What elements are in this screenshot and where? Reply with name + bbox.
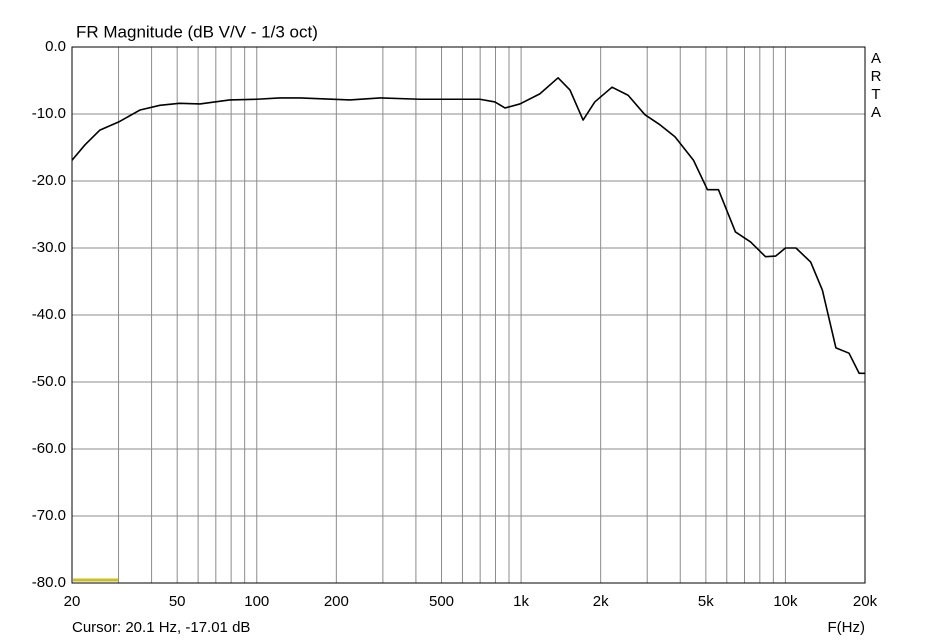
y-tick-label: -40.0 — [32, 306, 66, 323]
x-tick-label: 5k — [698, 593, 714, 610]
x-tick-label: 200 — [324, 593, 349, 610]
x-tick-label: 100 — [244, 593, 269, 610]
response-curve — [71, 77, 865, 375]
x-tick-label: 1k — [513, 593, 529, 610]
x-tick-label: 20 — [64, 593, 81, 610]
cursor-readout: Cursor: 20.1 Hz, -17.01 dB — [72, 619, 250, 636]
x-tick-label: 20k — [853, 593, 878, 610]
y-tick-label: -20.0 — [32, 172, 66, 189]
y-tick-label: 0.0 — [45, 38, 66, 55]
y-tick-label: -50.0 — [32, 373, 66, 390]
brand: ARTA — [868, 50, 885, 122]
y-tick-label: -80.0 — [32, 574, 66, 591]
y-tick-label: -60.0 — [32, 440, 66, 457]
x-axis-label: F(Hz) — [828, 619, 866, 636]
y-tick-label: -30.0 — [32, 239, 66, 256]
x-tick-label: 2k — [593, 593, 609, 610]
x-tick-label: 10k — [773, 593, 798, 610]
plot-frame — [71, 46, 866, 584]
chart-title: FR Magnitude (dB V/V - 1/3 oct) — [76, 22, 318, 41]
y-tick-label: -10.0 — [32, 105, 66, 122]
plot — [71, 46, 866, 584]
y-tick-label: -70.0 — [32, 507, 66, 524]
x-tick-label: 500 — [429, 593, 454, 610]
x-tick-label: 50 — [169, 593, 186, 610]
